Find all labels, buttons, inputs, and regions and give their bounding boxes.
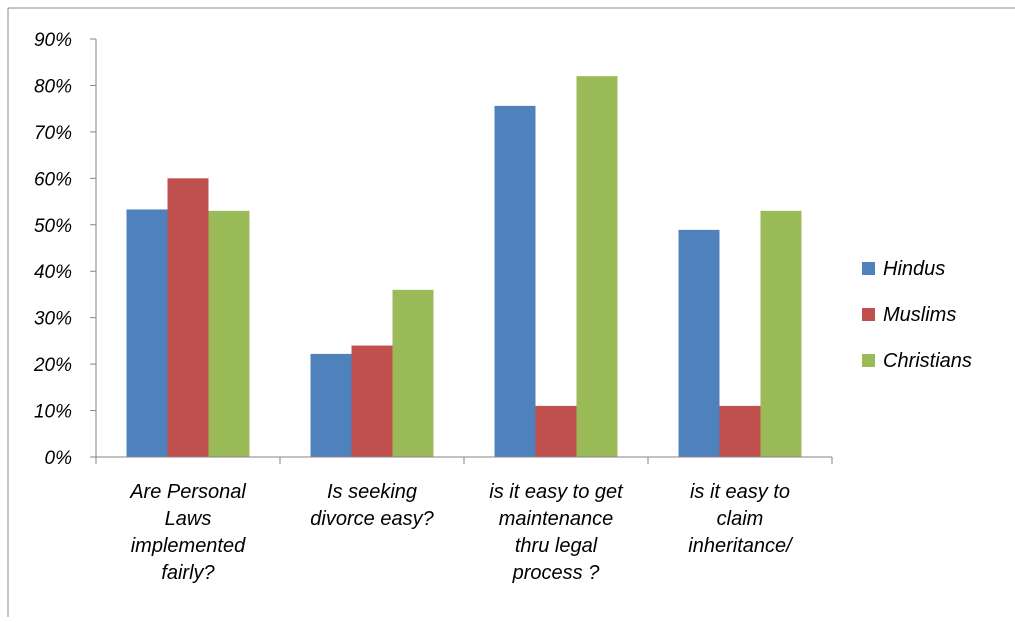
y-axis: 0% 10% 20% 30% 40% 50% 60% 70% 80% 90% <box>33 30 97 469</box>
y-tick-label: 60% <box>34 169 72 190</box>
legend-swatch-hindus <box>862 262 875 275</box>
y-tick-label: 30% <box>34 309 72 330</box>
y-tick-label: 70% <box>34 123 72 144</box>
bar-muslims <box>535 405 577 457</box>
bar-muslims <box>719 405 761 457</box>
x-category-label: is it easy to get maintenance thru legal pr… <box>489 481 624 584</box>
y-tick-label: 90% <box>34 30 72 51</box>
legend-swatch-muslims <box>862 308 875 321</box>
bar-muslims <box>167 178 209 458</box>
bar-christians <box>208 210 250 457</box>
y-tick-label: 20% <box>33 355 72 376</box>
y-tick-label: 50% <box>34 216 72 237</box>
legend-label-muslims: Muslims <box>883 304 956 326</box>
y-tick-label: 80% <box>34 76 72 97</box>
legend-label-hindus: Hindus <box>883 258 945 280</box>
legend: Hindus Muslims Christians <box>862 258 972 372</box>
x-category-label: is it easy to claim inheritance/ <box>688 481 794 557</box>
y-tick-label: 10% <box>34 402 72 423</box>
bar-hindus <box>494 105 536 457</box>
bar-christians <box>760 210 802 457</box>
y-tick-label: 0% <box>45 448 73 469</box>
x-category-label: Are Personal Laws implemented fairly? <box>129 481 246 584</box>
bar-hindus <box>310 353 352 457</box>
legend-label-christians: Christians <box>883 350 972 372</box>
bar-christians <box>576 76 618 458</box>
x-axis: Are Personal Laws implemented fairly? Is see… <box>95 456 833 584</box>
bar-hindus <box>126 209 168 457</box>
y-tick-label: 40% <box>34 262 72 283</box>
x-category-label: Is seeking divorce easy? <box>310 481 434 530</box>
bar-muslims <box>351 345 393 457</box>
legend-swatch-christians <box>862 354 875 367</box>
bar-christians <box>392 289 434 457</box>
bars <box>126 76 802 458</box>
bar-hindus <box>678 229 720 457</box>
